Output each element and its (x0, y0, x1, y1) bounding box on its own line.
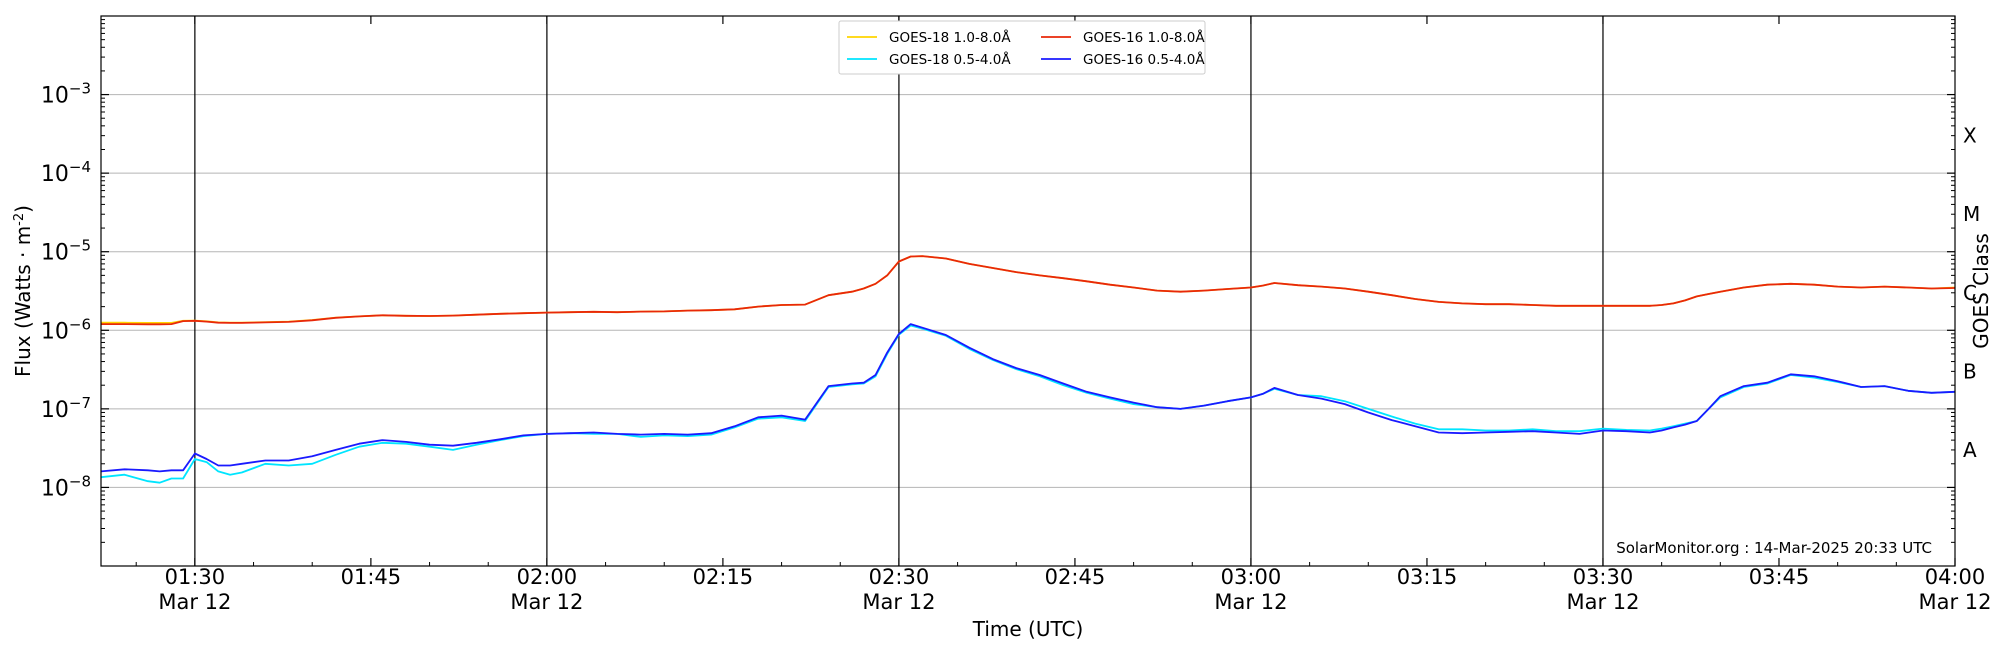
x-tick-date-label: Mar 12 (510, 590, 583, 614)
y-axis-label-close: ) (11, 205, 35, 213)
y-tick-label: 10−5 (41, 237, 91, 266)
x-tick-date-label: Mar 12 (1566, 590, 1639, 614)
legend-entry-label: GOES-18 1.0-8.0Å (889, 29, 1011, 46)
y-tick-label: 10−3 (41, 80, 91, 109)
y-axis-label: Flux (Watts · m-2) (11, 205, 35, 377)
y-tick-label: 10−4 (41, 158, 91, 187)
x-tick-time-label: 02:30 (869, 565, 930, 589)
x-tick-date-label: Mar 12 (1918, 590, 1991, 614)
x-tick-time-label: 03:45 (1749, 565, 1810, 589)
x-tick-time-label: 02:45 (1045, 565, 1106, 589)
legend-box (838, 20, 1206, 75)
grid-layer (101, 16, 1955, 566)
y-axis-label-sup: -2 (12, 213, 27, 226)
x-tick-time-label: 03:30 (1573, 565, 1634, 589)
x-tick-time-label: 01:45 (341, 565, 402, 589)
credit-text: SolarMonitor.org : 14-Mar-2025 20:33 UTC (1616, 539, 1932, 557)
goes-class-label: M (1963, 202, 1980, 226)
goes-class-axis-label: GOES Class (1969, 233, 1993, 349)
series-line-4 (100, 323, 1956, 473)
legend-entry-label: GOES-16 1.0-8.0Å (1083, 29, 1205, 46)
x-tick-date-label: Mar 12 (158, 590, 231, 614)
legend: GOES-18 1.0-8.0Å GOES-18 0.5-4.0Å GOES-16 … (838, 20, 1206, 75)
plot-frame (100, 15, 1956, 567)
x-tick-time-label: 03:15 (1397, 565, 1458, 589)
x-tick-time-label: 02:15 (693, 565, 754, 589)
series-layer (100, 255, 1956, 484)
y-tick-label: 10−8 (41, 472, 91, 501)
goes-class-label: A (1963, 438, 1977, 462)
x-tick-time-label: 04:00 (1925, 565, 1986, 589)
x-tick-date-label: Mar 12 (1214, 590, 1287, 614)
x-tick-time-label: 01:30 (165, 565, 226, 589)
y-axis-label-main: Flux (Watts · m (11, 226, 35, 377)
legend-entry-label: GOES-18 0.5-4.0Å (889, 51, 1011, 68)
goes-class-label: B (1963, 359, 1977, 383)
legend-entry-label: GOES-16 0.5-4.0Å (1083, 51, 1205, 68)
y-tick-label: 10−7 (41, 394, 91, 423)
x-tick-time-label: 03:00 (1221, 565, 1282, 589)
x-tick-date-label: Mar 12 (862, 590, 935, 614)
x-axis-label: Time (UTC) (972, 617, 1084, 641)
goes-class-label: X (1963, 124, 1977, 148)
y-tick-label: 10−6 (41, 315, 91, 344)
series-line-2 (101, 255, 1956, 326)
x-tick-time-label: 02:00 (517, 565, 578, 589)
goes-class-label: C (1963, 281, 1977, 305)
